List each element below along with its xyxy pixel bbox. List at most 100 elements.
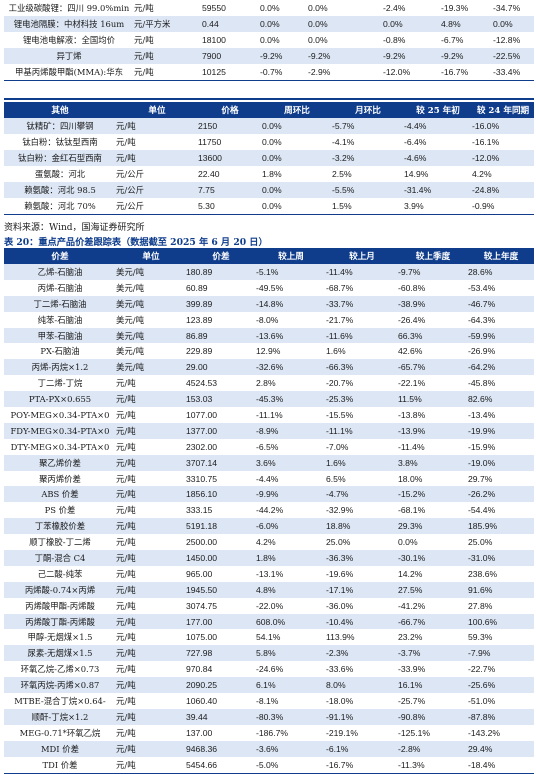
value-cell: 7900: [202, 48, 260, 64]
value-cell: -53.4%: [468, 279, 534, 296]
unit-cell: 元/吨: [116, 581, 186, 598]
value-cell: 39.44: [186, 708, 256, 725]
value-cell: 16.1%: [398, 677, 468, 694]
value-cell: -31.0%: [468, 550, 534, 566]
row-label: POY-MEG×0.34-PTA×0: [4, 407, 116, 423]
value-cell: -12.0%: [472, 150, 534, 166]
row-label: 聚乙烯价差: [4, 454, 116, 471]
value-cell: 153.03: [186, 391, 256, 408]
value-cell: -13.9%: [398, 422, 468, 439]
value-cell: -87.8%: [468, 708, 534, 725]
value-cell: 229.89: [186, 343, 256, 360]
unit-cell: 美元/吨: [116, 279, 186, 296]
value-cell: 29.3%: [398, 518, 468, 535]
value-cell: 2302.00: [186, 438, 256, 455]
value-cell: 11750: [198, 134, 262, 150]
row-label: 锂电池隔膜：中材科技 16um: [4, 16, 134, 32]
row-label: 丙烯-丙烷×1.2: [4, 359, 116, 376]
section-divider: [4, 98, 534, 100]
row-label: PTA-PX×0.655: [4, 391, 116, 408]
value-cell: -54.4%: [468, 502, 534, 519]
value-cell: 0.0%: [260, 0, 308, 16]
value-cell: -13.1%: [256, 565, 326, 582]
table-row: PX-石脑油 美元/吨 229.89 12.9% 1.6% 42.6% -26.9%: [4, 343, 534, 360]
value-cell: 1377.00: [186, 422, 256, 439]
row-label: MDI 价差: [4, 740, 116, 757]
value-cell: 27.5%: [398, 581, 468, 598]
value-cell: -60.8%: [398, 279, 468, 296]
value-cell: 0.0%: [308, 32, 383, 48]
row-label: TDI 价差: [4, 756, 116, 774]
value-cell: -16.7%: [441, 64, 493, 81]
value-cell: 3310.75: [186, 470, 256, 487]
column-header: 价格: [198, 102, 262, 118]
value-cell: -9.2%: [308, 48, 383, 64]
value-cell: -26.9%: [468, 343, 534, 360]
value-cell: -5.7%: [332, 118, 404, 134]
value-cell: 0.0%: [308, 0, 383, 16]
row-label: 甲苯-石脑油: [4, 327, 116, 344]
value-cell: 28.6%: [468, 264, 534, 280]
table-header-row: 价差 单位 价差 较上周 较上月 较上季度 较上年度: [4, 248, 534, 264]
value-cell: -0.7%: [260, 64, 308, 81]
value-cell: -2.8%: [398, 740, 468, 757]
value-cell: 18.8%: [326, 518, 398, 535]
value-cell: -33.4%: [493, 64, 534, 81]
value-cell: -46.7%: [468, 295, 534, 312]
unit-cell: 元/吨: [116, 470, 186, 487]
value-cell: -90.8%: [398, 708, 468, 725]
value-cell: -4.4%: [256, 470, 326, 487]
value-cell: 0.0%: [493, 16, 534, 32]
value-cell: -6.5%: [256, 438, 326, 455]
value-cell: 123.89: [186, 311, 256, 328]
value-cell: -36.3%: [326, 550, 398, 566]
table-row: 甲苯-石脑油 美元/吨 86.89 -13.6% -11.6% 66.3% -59.9%: [4, 327, 534, 344]
column-header: 较上周: [256, 248, 326, 264]
value-cell: 2150: [198, 118, 262, 134]
value-cell: -22.5%: [493, 48, 534, 64]
row-label: 丙烯-石脑油: [4, 279, 116, 296]
value-cell: 970.84: [186, 661, 256, 678]
value-cell: 22.40: [198, 166, 262, 182]
value-cell: -9.2%: [260, 48, 308, 64]
value-cell: -13.8%: [398, 407, 468, 423]
table-row: 顺酐-丁烷×1.2 元/吨 39.44 -80.3% -91.1% -90.8% -87.8…: [4, 708, 534, 725]
column-header: 月环比: [332, 102, 404, 118]
value-cell: 2.8%: [256, 375, 326, 392]
value-cell: -5.0%: [256, 756, 326, 774]
column-header: 较上月: [326, 248, 398, 264]
unit-cell: 元/吨: [116, 645, 186, 662]
value-cell: -44.2%: [256, 502, 326, 519]
value-cell: 60.89: [186, 279, 256, 296]
table-row: ABS 价差 元/吨 1856.10 -9.9% -4.7% -15.2% -26.2%: [4, 486, 534, 503]
table-row: 丁二烯-丁烷 元/吨 4524.53 2.8% -20.7% -22.1% -45.8%: [4, 375, 534, 392]
unit-cell: 元/吨: [116, 565, 186, 582]
value-cell: -20.7%: [326, 375, 398, 392]
value-cell: 238.6%: [468, 565, 534, 582]
value-cell: 29.4%: [468, 740, 534, 757]
row-label: 丁二烯-石脑油: [4, 295, 116, 312]
value-cell: -9.2%: [441, 48, 493, 64]
unit-cell: 元/吨: [116, 629, 186, 646]
value-cell: -10.4%: [326, 613, 398, 630]
value-cell: 25.0%: [468, 534, 534, 551]
value-cell: -17.1%: [326, 581, 398, 598]
value-cell: 9468.36: [186, 740, 256, 757]
row-label: 环氧乙烷-乙烯×0.73: [4, 661, 116, 678]
value-cell: -80.3%: [256, 708, 326, 725]
source-note: 资料来源：Wind，国海证券研究所: [4, 223, 145, 233]
column-header: 价差: [4, 248, 116, 264]
value-cell: 1856.10: [186, 486, 256, 503]
unit-cell: 元/吨: [116, 502, 186, 519]
value-cell: -15.5%: [326, 407, 398, 423]
value-cell: -13.6%: [256, 327, 326, 344]
table-row: 纯苯-石脑油 美元/吨 123.89 -8.0% -21.7% -26.4% -64.3%: [4, 311, 534, 328]
value-cell: 0.0%: [383, 16, 441, 32]
table-row: 丙烯-石脑油 美元/吨 60.89 -49.5% -68.7% -60.8% -53.4%: [4, 279, 534, 296]
value-cell: 965.00: [186, 565, 256, 582]
value-cell: -12.8%: [493, 32, 534, 48]
table-row: 顺丁橡胶-丁二烯 元/吨 2500.00 4.2% 25.0% 0.0% 25.0%: [4, 534, 534, 551]
value-cell: 6.5%: [326, 470, 398, 487]
value-cell: 2500.00: [186, 534, 256, 551]
column-header: 价差: [186, 248, 256, 264]
